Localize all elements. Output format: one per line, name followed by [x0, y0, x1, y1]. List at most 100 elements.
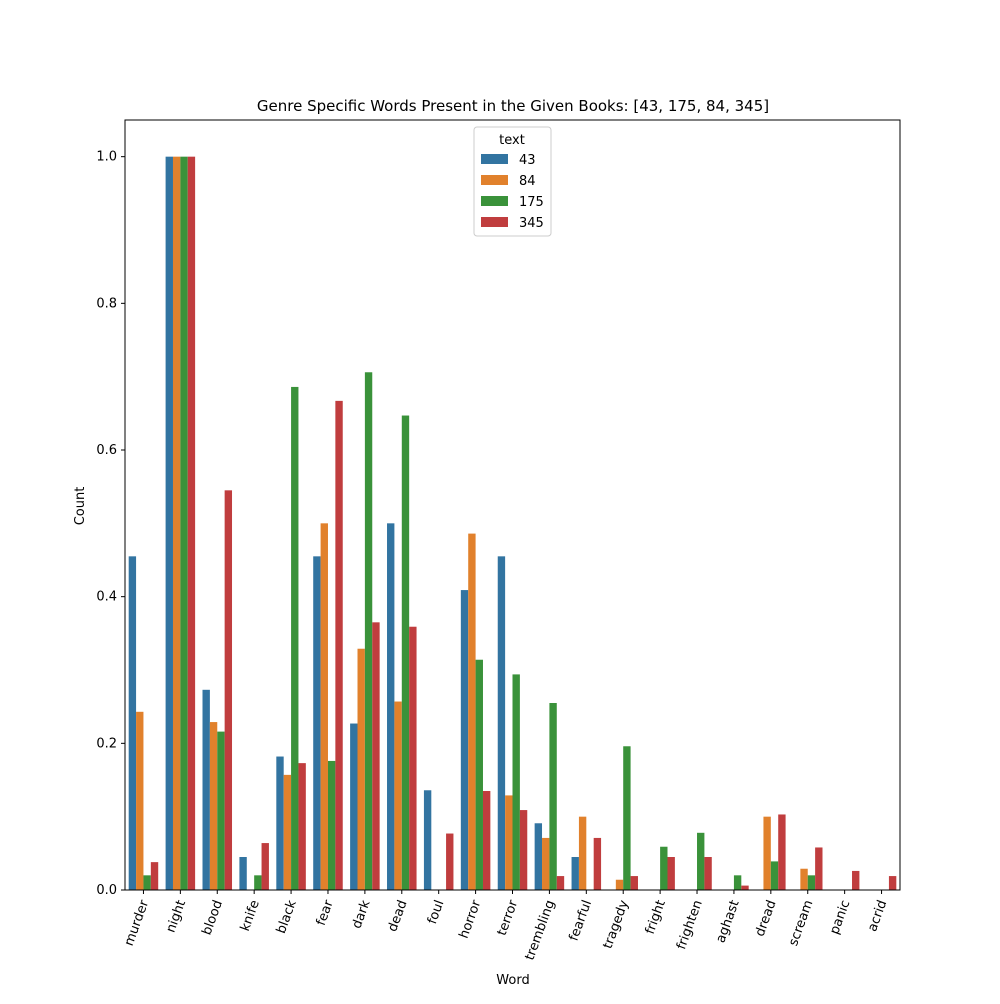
bar-fearful-43: [571, 857, 579, 890]
x-tick-label: scream: [786, 898, 816, 948]
x-tick-label: fearful: [566, 898, 595, 943]
bar-fright-345: [667, 857, 675, 890]
y-tick-label: 0.0: [96, 883, 117, 898]
bar-foul-43: [423, 790, 432, 890]
bar-night-43: [165, 156, 173, 891]
bar-scream-84: [800, 868, 808, 890]
bar-horror-43: [460, 590, 469, 890]
legend-swatch: [481, 196, 508, 206]
bar-blood-345: [224, 490, 233, 890]
x-tick-label: night: [164, 898, 190, 935]
x-tick-label: frighten: [674, 898, 706, 951]
legend-entry-label: 43: [519, 153, 536, 168]
bar-knife-43: [239, 857, 247, 890]
bar-blood-84: [209, 722, 218, 890]
legend-swatch: [481, 175, 508, 185]
legend-title: text: [499, 133, 525, 148]
bar-trembling-84: [542, 837, 550, 890]
bar-acrid-345: [888, 876, 897, 890]
bar-fear-84: [320, 523, 328, 890]
bar-dread-345: [778, 814, 786, 890]
bar-fear-43: [313, 556, 321, 890]
legend: text 43 84 175 345: [473, 126, 552, 237]
bar-horror-84: [468, 533, 476, 890]
bar-murder-345: [150, 862, 159, 890]
bar-terror-175: [512, 674, 520, 890]
legend-swatch: [481, 217, 508, 227]
bar-night-84: [172, 156, 181, 891]
bar-black-175: [291, 386, 299, 890]
bar-fearful-345: [593, 837, 602, 890]
x-tick-label: trembling: [523, 898, 559, 962]
bar-terror-345: [519, 810, 528, 890]
bar-black-43: [276, 756, 284, 890]
bar-dead-43: [387, 523, 395, 890]
bar-murder-43: [128, 556, 137, 890]
bar-fright-175: [660, 846, 668, 890]
bar-terror-43: [497, 556, 506, 890]
bar-aghast-175: [733, 875, 742, 890]
bar-dark-43: [350, 723, 358, 890]
bar-dark-84: [357, 648, 365, 890]
x-tick-label: fright: [643, 898, 669, 936]
bar-black-84: [283, 774, 292, 890]
x-tick-label: aghast: [713, 898, 742, 945]
bar-fear-345: [335, 400, 343, 890]
x-tick-label: panic: [827, 898, 853, 936]
x-tick-label: foul: [425, 898, 447, 926]
legend-swatch: [481, 154, 508, 164]
bar-foul-345: [446, 833, 454, 890]
legend-entry-label: 84: [519, 174, 536, 189]
bar-trembling-175: [549, 703, 557, 890]
bar-blood-175: [217, 731, 225, 890]
bar-night-345: [187, 156, 196, 891]
bar-dead-345: [409, 626, 417, 890]
x-tick-label: acrid: [865, 898, 890, 934]
bar-trembling-43: [534, 823, 543, 890]
legend-entry-label: 345: [519, 216, 544, 231]
legend-entries: 43 84 175 345: [481, 153, 544, 231]
x-tick-label: murder: [122, 898, 153, 948]
x-tick-label: black: [274, 898, 300, 936]
bar-tragedy-84: [615, 879, 624, 890]
x-tick-label: blood: [200, 898, 226, 937]
bar-tragedy-175: [623, 746, 631, 890]
bar-terror-84: [505, 795, 513, 890]
y-tick-label: 0.8: [96, 296, 117, 311]
x-tick-label: fear: [314, 898, 337, 928]
bar-black-345: [298, 763, 306, 890]
bar-panic-345: [852, 870, 860, 890]
bar-dread-84: [763, 816, 771, 890]
bar-fearful-84: [578, 816, 587, 890]
bar-murder-175: [143, 875, 151, 890]
bar-scream-175: [807, 875, 816, 890]
bar-horror-345: [482, 791, 491, 890]
bar-dark-175: [364, 372, 373, 890]
bar-knife-345: [261, 843, 269, 890]
bar-murder-84: [136, 711, 144, 890]
x-tick-label: horror: [457, 898, 485, 941]
bar-frighten-345: [704, 857, 712, 890]
bar-aghast-345: [741, 885, 749, 890]
bar-fear-175: [327, 760, 336, 890]
y-tick-label: 0.6: [96, 443, 117, 458]
bar-blood-43: [202, 689, 210, 890]
bar-dark-345: [372, 622, 380, 890]
bar-night-175: [180, 156, 188, 891]
bars-layer: [128, 156, 897, 891]
y-tick-label: 1.0: [96, 150, 117, 165]
x-axis-label: Word: [496, 973, 529, 988]
y-tick-label: 0.4: [96, 590, 117, 605]
legend-entry-label: 175: [519, 195, 544, 210]
x-tick-label: dark: [350, 898, 374, 931]
bar-dead-175: [401, 415, 410, 890]
x-tick-label: tragedy: [601, 898, 633, 951]
bar-scream-345: [815, 847, 823, 890]
y-tick-label: 0.2: [96, 736, 117, 751]
bar-dread-175: [770, 861, 779, 890]
chart-title: Genre Specific Words Present in the Give…: [257, 97, 769, 115]
x-tick-label: knife: [238, 898, 263, 933]
bar-knife-175: [254, 875, 262, 890]
